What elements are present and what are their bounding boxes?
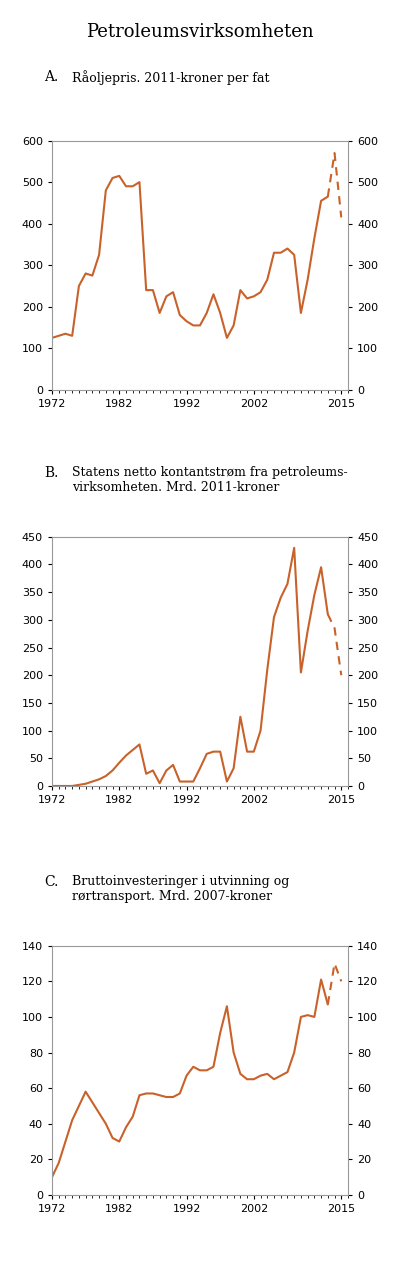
Text: Råoljepris. 2011-kroner per fat: Råoljepris. 2011-kroner per fat — [72, 70, 270, 86]
Text: Bruttoinvesteringer i utvinning og
rørtransport. Mrd. 2007-kroner: Bruttoinvesteringer i utvinning og rørtr… — [72, 875, 289, 904]
Text: Statens netto kontantstrøm fra petroleums-
virksomheten. Mrd. 2011-kroner: Statens netto kontantstrøm fra petroleum… — [72, 466, 348, 495]
Text: Petroleumsvirksomheten: Petroleumsvirksomheten — [86, 23, 314, 41]
Text: B.: B. — [44, 466, 58, 481]
Text: A.: A. — [44, 70, 58, 84]
Text: C.: C. — [44, 875, 58, 889]
